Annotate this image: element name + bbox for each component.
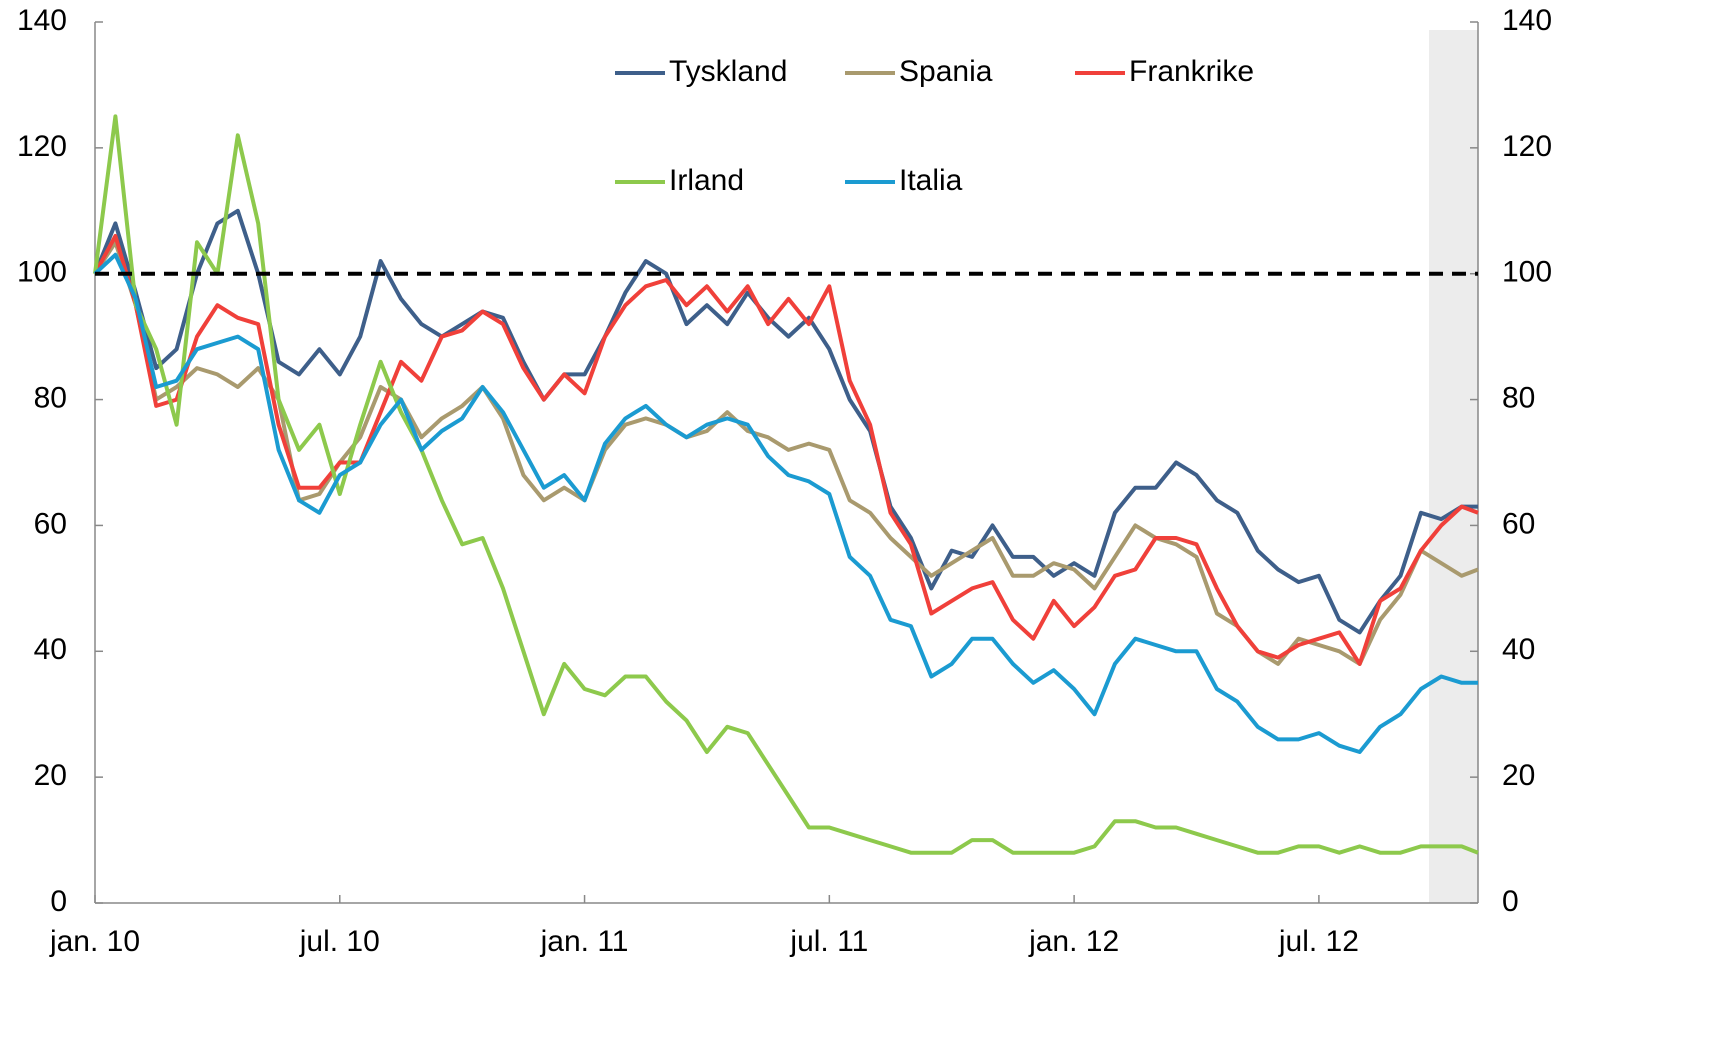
series-line — [93, 234, 1479, 666]
y-tick-label: 100 — [17, 256, 67, 289]
series-line — [93, 240, 1479, 666]
legend-label: Tyskland — [669, 55, 787, 88]
x-tick-label: jul. 11 — [789, 925, 868, 958]
legend-label: Irland — [669, 164, 744, 197]
y2-tick-label: 0 — [1502, 885, 1519, 918]
series-line — [93, 208, 1478, 635]
y2-tick-label: 60 — [1502, 507, 1535, 540]
series-line — [93, 252, 1478, 754]
y-tick-label: 60 — [34, 507, 67, 540]
y-tick-label: 80 — [34, 381, 67, 414]
y2-tick-label: 140 — [1502, 4, 1552, 37]
y-tick-label: 140 — [17, 4, 67, 37]
x-tick-label: jan. 12 — [1028, 925, 1119, 958]
x-tick-label: jan. 11 — [540, 925, 629, 958]
y2-tick-label: 120 — [1502, 130, 1552, 163]
legend-label: Italia — [899, 164, 963, 197]
legend-label: Spania — [899, 55, 993, 88]
y-tick-label: 20 — [34, 759, 67, 792]
y2-tick-label: 80 — [1502, 381, 1535, 414]
series-line — [93, 114, 1479, 855]
y2-tick-label: 100 — [1502, 256, 1552, 289]
x-tick-label: jul. 10 — [299, 925, 380, 958]
x-tick-label: jan. 10 — [49, 925, 140, 958]
shaded-period — [1429, 30, 1478, 903]
x-tick-label: jul. 12 — [1278, 925, 1359, 958]
y2-tick-label: 40 — [1502, 633, 1535, 666]
y-tick-label: 0 — [50, 885, 67, 918]
legend-label: Frankrike — [1129, 55, 1254, 88]
y-tick-label: 40 — [34, 633, 67, 666]
y2-tick-label: 20 — [1502, 759, 1535, 792]
y-tick-label: 120 — [17, 130, 67, 163]
